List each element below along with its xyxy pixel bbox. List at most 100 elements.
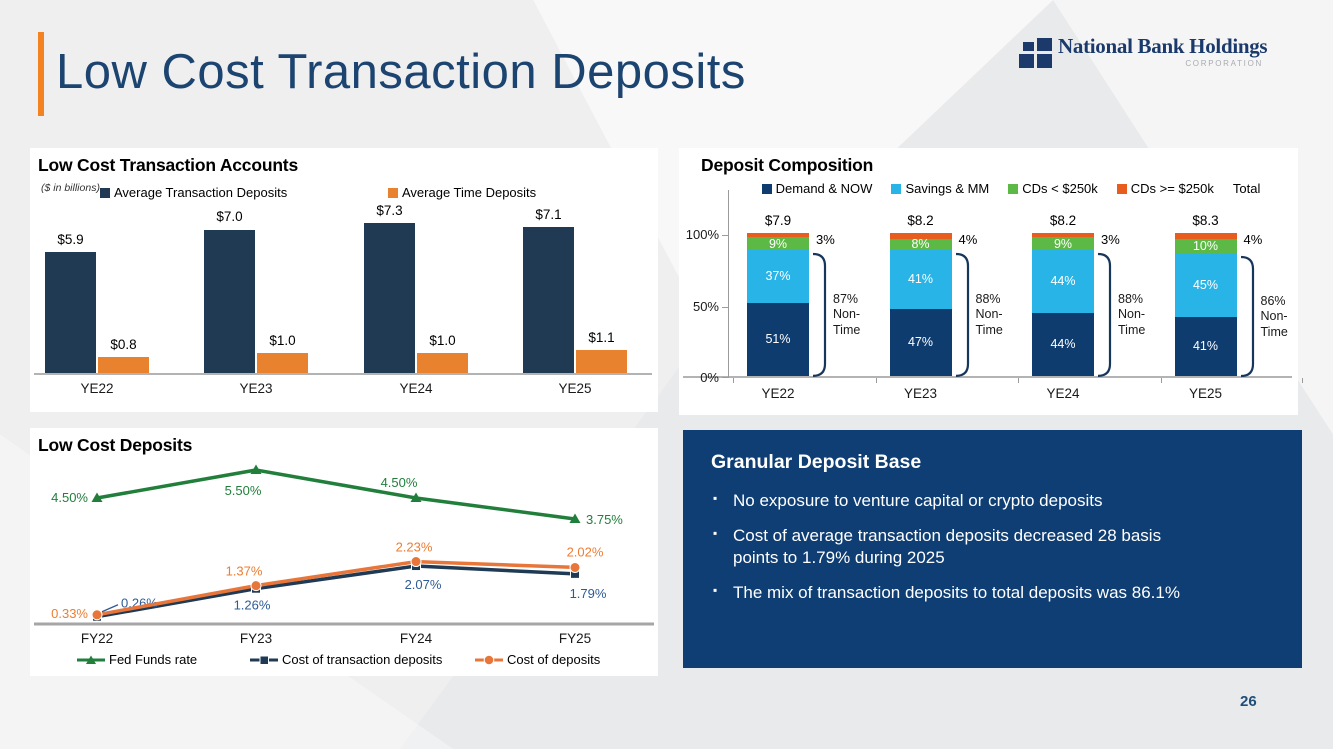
segment-pct-label: 9% [1053,236,1073,251]
non-time-bracket [812,253,827,378]
non-time-bracket [1097,253,1112,378]
segment-pct-label: 10% [1192,238,1219,253]
non-time-pct: 87% [833,292,859,306]
cd-large-pct-label: 3% [816,232,835,247]
bar-time-YE24 [417,352,468,373]
legend-item: Savings & MM [891,181,989,196]
legend-item: Demand & NOW [761,181,872,196]
stack-segment-2: 10% [1174,238,1237,253]
segment-pct-label: 37% [765,269,791,284]
circle-marker [569,561,581,573]
segment-pct-label: 51% [765,332,791,347]
bar-value-label: $0.8 [110,336,137,352]
non-time-word: Non- [1118,307,1146,322]
series-line [96,559,576,617]
circle-marker [410,556,422,568]
legend-label: CDs >= $250k [1130,181,1214,196]
y-axis-line [728,190,729,378]
stack-segment-2: 9% [1032,236,1094,251]
x-axis-label: YE24 [1046,386,1080,401]
x-axis-tick [875,378,877,383]
circle-legend-marker [475,654,503,665]
stack-segment-1: 41% [889,250,952,309]
stack-segment-3 [747,233,809,238]
stack-segment-3 [1032,233,1094,238]
chart-title: Low Cost Deposits [38,435,193,455]
legend-swatch [100,187,110,198]
y-axis-tick [722,306,729,308]
legend-marker-shape [86,655,96,664]
total-label: $8.2 [907,213,934,228]
chart-subtitle: ($ in billions) [41,182,100,194]
segment-pct-label: 9% [768,236,788,251]
square-legend-marker [250,655,278,665]
non-time-pct: 88% [1118,292,1144,306]
non-time-word: Time [833,322,861,337]
total-label: $8.2 [1049,213,1077,228]
logo-squares-icon [1019,38,1052,68]
y-axis-tick [722,377,729,378]
point-label: 3.75% [586,512,623,527]
legend-label: Cost of transaction deposits [282,652,443,667]
bar-value-label: $1.0 [429,332,456,348]
point-label: 2.07% [405,577,442,592]
stack-segment-2: 8% [889,238,952,250]
legend-item: Total [1233,181,1260,196]
non-time-label: 87% Non- Time [833,292,860,338]
point-label: 4.50% [381,475,418,490]
legend-item: Cost of transaction deposits [248,652,442,667]
bar-value-label: $5.9 [57,232,84,248]
stack-segment-0: 44% [1032,313,1094,376]
segment-pct-label: 47% [907,335,934,350]
x-axis-label: FY22 [81,631,113,646]
deposit-composition-plot: 100% 50% 0% 51% 37% 9% 3% $7.9 87% Non- Time YE22 47… [683,190,1303,401]
callout-bullet: The mix of transaction deposits to total… [711,582,1274,604]
cd-large-pct-label: 4% [958,232,978,247]
stack-segment-3 [1174,233,1237,239]
cd-large-pct-label: 4% [1243,232,1263,247]
x-axis-tick [1018,378,1019,383]
bar-transaction-YE22 [45,252,96,373]
stack-segment-3 [889,233,952,239]
point-label: 5.50% [225,483,262,498]
bar-value-label: $1.0 [269,332,296,348]
x-axis-label: YE25 [558,381,592,396]
triangle-legend-marker [77,655,105,664]
non-time-word: Non- [975,307,1003,322]
bar-value-label: $7.0 [216,209,243,225]
callout-bullet-list: No exposure to venture capital or crypto… [711,490,1274,604]
legend-swatch [1116,183,1127,194]
transaction-accounts-plot: $5.9 $0.8 YE22 $7.0 $1.0 YE23 $7.3 $1.0 YE24 $7.1… [34,203,652,396]
legend-label: CDs < $250k [1022,181,1098,196]
series-line [96,564,576,619]
bar-time-YE25 [576,350,627,373]
x-axis-tick [1302,378,1303,383]
callout-bullet: Cost of average transaction deposits dec… [711,525,1274,569]
x-axis-label: FY25 [559,631,591,646]
x-axis-label: YE23 [903,386,938,401]
x-axis-label: YE24 [399,381,433,396]
point-label: 1.26% [234,598,271,613]
chart-title: Low Cost Transaction Accounts [38,155,298,175]
bar-transaction-YE23 [204,229,255,373]
legend-swatch [891,183,902,194]
y-axis-tick [722,235,729,236]
non-time-word: Time [1260,324,1288,339]
legend-label: Cost of deposits [507,652,601,667]
point-label: 1.79% [570,586,607,601]
chart-title: Deposit Composition [701,155,874,175]
non-time-word: Non- [1260,309,1288,324]
x-axis-label: FY24 [400,631,433,646]
legend-label: Average Transaction Deposits [114,185,288,200]
non-time-bracket-svg [1240,255,1254,378]
legend-swatch [761,183,772,194]
total-label: $7.9 [764,213,792,228]
legend-marker-shape [483,654,495,665]
point-label: 4.50% [51,490,88,505]
callout-bullet: No exposure to venture capital or crypto… [711,490,1274,512]
callout-line [101,604,119,613]
non-time-word: Time [975,322,1003,337]
legend-label: Average Time Deposits [402,185,537,200]
